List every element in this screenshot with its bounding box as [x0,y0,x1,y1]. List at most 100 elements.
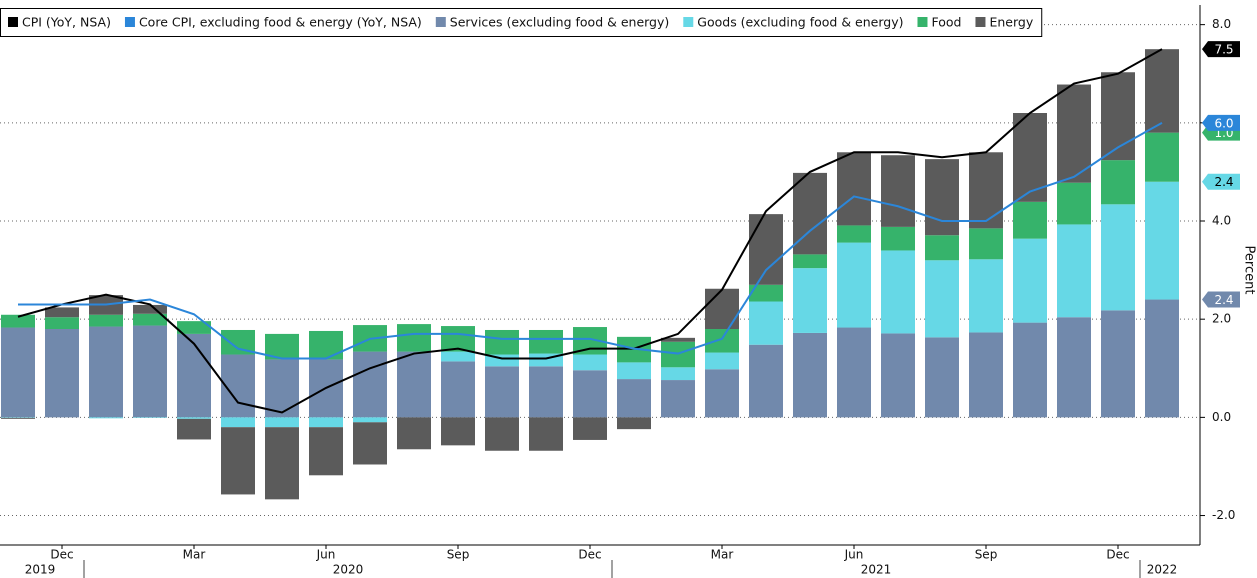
x-tick-label: Mar [183,548,206,562]
y-tick-label: 4.0 [1212,214,1231,228]
bar-segment [925,159,959,236]
bar-segment [573,417,607,440]
x-tick-label: Dec [578,548,601,562]
bar-segment [661,380,695,418]
bar-segment [529,329,563,354]
bar-segment [1101,160,1135,205]
legend-swatch [124,17,135,27]
bar-segment [353,351,387,418]
legend: CPI (YoY, NSA) Core CPI, excluding food &… [0,8,1043,37]
bar-segment [89,417,123,419]
legend-swatch [975,17,986,27]
bar-segment [573,370,607,418]
bar-segment [617,362,651,380]
y-tick-label: 0.0 [1212,410,1231,424]
bar-segment [705,369,739,418]
bar-segment [177,417,211,419]
bar-segment [1057,182,1091,225]
bar-segment [749,284,783,302]
bar-segment [309,330,343,360]
bar-segment [705,352,739,370]
bar-segment [793,254,827,269]
year-label: 2022 [1147,563,1178,577]
legend-swatch [917,17,928,27]
bar-segment [617,417,651,430]
bar-segment [133,304,167,314]
legend-label: Core CPI, excluding food & energy (YoY, … [139,15,422,30]
bar-segment [573,354,607,371]
bar-segment [837,242,871,328]
bar-segment [837,327,871,418]
bar-segment [221,417,255,428]
bar-segment [925,260,959,338]
bar-segment [881,155,915,227]
bar-segment [133,325,167,418]
end-label: 6.0 [1214,116,1233,130]
legend-label: CPI (YoY, NSA) [22,15,111,30]
bar-segment [837,152,871,226]
bar-segment [969,259,1003,333]
legend-swatch [435,17,446,27]
bar-segment [133,313,167,326]
bar-segment [485,329,519,355]
x-tick-label: Dec [50,548,73,562]
end-label: 2.4 [1214,175,1233,189]
line [18,121,1163,360]
bar-segment [661,337,695,342]
bar-segment [397,351,431,418]
bar-segment [925,337,959,418]
bar-segment [1057,224,1091,318]
bar-segment [265,427,299,500]
bar-segment [1145,49,1179,133]
bar-segment [793,268,827,333]
bar-segment [1101,72,1135,161]
end-label-box [1202,173,1240,190]
bar-segment [969,332,1003,418]
bar-segment [45,317,79,329]
bar-segment [485,366,519,418]
bar-segment [617,379,651,418]
x-tick-label: Jun [316,548,336,562]
bar-segment [529,366,563,418]
x-tick-label: Sep [975,548,998,562]
bar-segment [529,417,563,451]
legend-swatch [8,17,18,27]
bar-segment [353,422,387,465]
bar-segment [749,214,783,285]
year-label: 2019 [25,563,56,577]
bar-segment [1013,201,1047,239]
bar-segment [1013,322,1047,418]
legend-label: Services (excluding food & energy) [450,15,669,30]
end-label-box [1202,41,1240,58]
bar-segment [1101,204,1135,311]
bar-segment [1057,317,1091,418]
bar-segment [309,427,343,476]
bar-segment [1145,299,1179,418]
x-tick-label: Sep [447,548,470,562]
year-label: 2020 [333,563,364,577]
bar-segment [881,333,915,418]
x-tick-label: Mar [711,548,734,562]
bar-segment [265,417,299,428]
bar-segment [705,288,739,329]
bar-segment [441,326,475,352]
bar-segment [221,427,255,495]
legend-label: Energy [989,15,1033,30]
bar-segment [749,301,783,345]
legend-label: Food [931,15,961,30]
bar-segment [705,329,739,353]
end-label: 7.5 [1214,43,1233,57]
end-label-box [1202,114,1240,131]
x-tick-label: Dec [1106,548,1129,562]
bar-segment [1145,181,1179,300]
bar-segment [309,417,343,428]
year-label: 2021 [861,563,892,577]
bar-segment [661,367,695,381]
bar-segment [177,418,211,440]
bar-segment [89,314,123,327]
y-axis-label: Percent [1242,246,1257,295]
bar-segment [45,307,79,318]
line [17,48,1163,414]
bar-segment [1101,310,1135,418]
bar-segment [749,344,783,418]
